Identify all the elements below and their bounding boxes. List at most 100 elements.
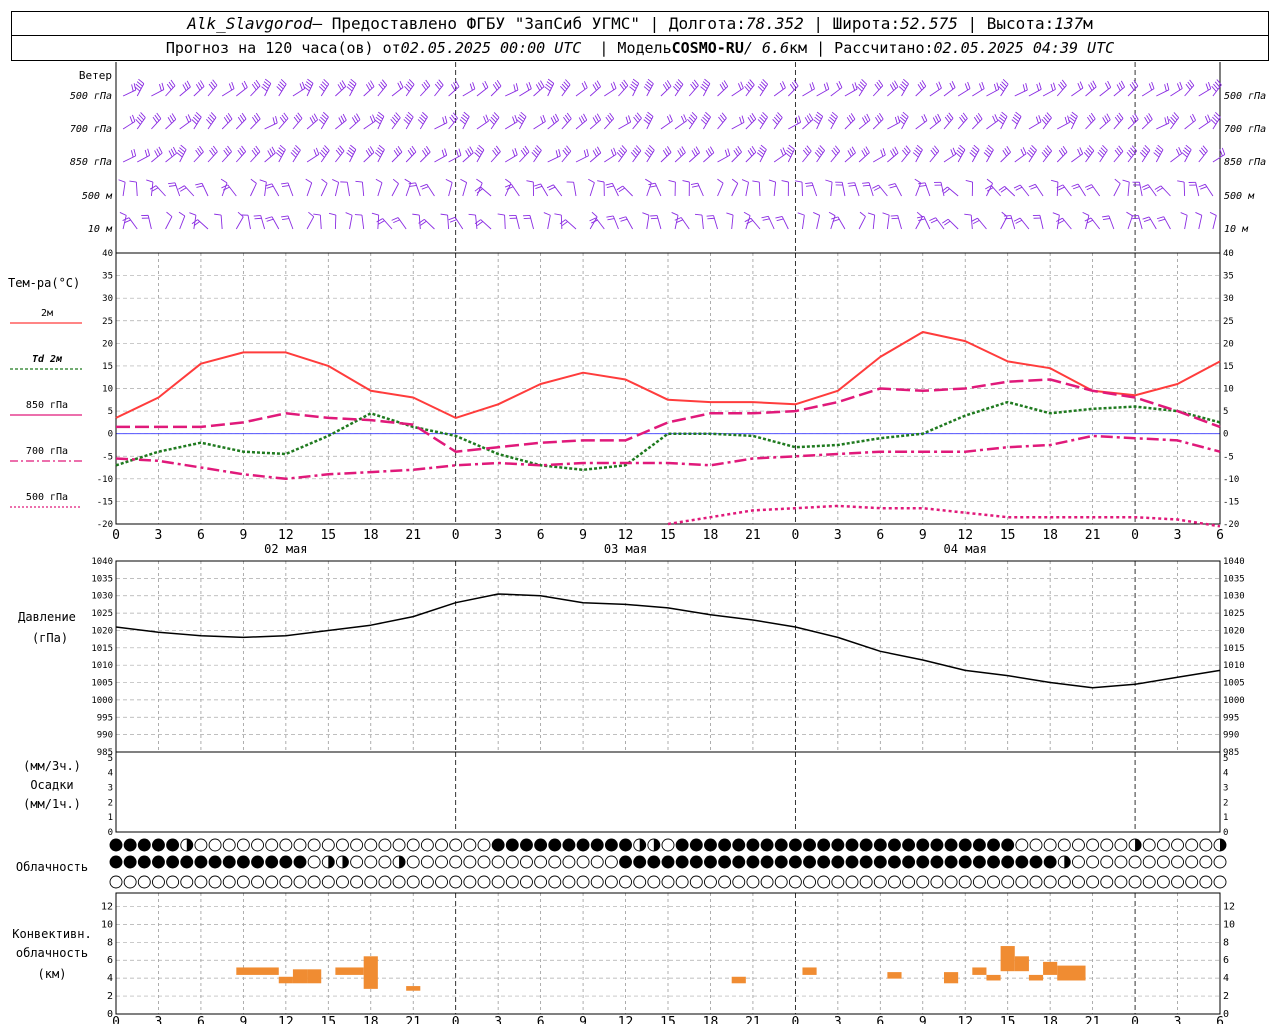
wind-barb <box>250 178 257 197</box>
wind-barb-feather <box>166 211 173 217</box>
wind-barb-feather <box>815 114 822 120</box>
wind-barb-staff <box>1071 153 1083 163</box>
wind-barb-feather <box>950 149 954 157</box>
wind-barb-feather <box>227 145 232 152</box>
wind-barb-feather <box>616 185 624 191</box>
wind-barb-staff <box>260 215 266 230</box>
conv-ytick-right: 4 <box>1223 973 1229 984</box>
cloud-circle <box>888 875 901 889</box>
wind-barb-feather <box>152 116 158 124</box>
wind-barb <box>306 147 320 163</box>
cloud-circle <box>137 855 151 869</box>
wind-barb <box>1083 145 1095 163</box>
wind-barb-feather <box>831 111 838 118</box>
wind-barb <box>772 112 783 130</box>
cloud-circle <box>1072 855 1085 869</box>
wind-barb-feather <box>324 145 330 151</box>
wind-barb-feather <box>1146 115 1151 122</box>
wind-barb <box>448 80 460 97</box>
wind-barb <box>1013 184 1030 197</box>
wind-barb-feather <box>1085 184 1092 188</box>
cloud-circle <box>293 838 307 852</box>
wind-barb-feather <box>1164 117 1167 125</box>
cloud-symbol <box>633 838 647 852</box>
wind-barb-staff <box>476 182 483 197</box>
wind-barb-staff <box>151 89 165 97</box>
wind-barb <box>1127 79 1139 97</box>
cloud-circle <box>350 875 364 889</box>
cloud-circle <box>562 875 576 889</box>
cloud-circle <box>364 855 378 869</box>
wind-barb-staff <box>1071 87 1084 97</box>
temp-ytick-left: 40 <box>102 249 113 259</box>
wind-barb <box>135 112 146 130</box>
cloud-circle <box>704 855 717 869</box>
cloud-circle <box>888 838 901 852</box>
wind-barb-feather <box>453 82 458 89</box>
wind-barb-feather <box>762 79 768 85</box>
wind-barb-feather <box>634 147 640 154</box>
wind-barb <box>235 211 244 230</box>
wind-barb-staff <box>391 117 401 130</box>
wind-barb <box>250 112 261 130</box>
wind-barb-feather <box>506 186 514 190</box>
cloud-circle <box>1001 855 1015 869</box>
wind-barb-feather <box>1184 147 1191 153</box>
wind-barb-feather <box>1126 151 1132 158</box>
wind-barb-feather <box>888 183 896 186</box>
cloud-symbol <box>930 875 944 889</box>
wind-barb-feather <box>919 82 925 89</box>
wind-barb <box>1142 216 1157 230</box>
wind-barb-feather <box>648 144 655 151</box>
temp-ytick-right: 5 <box>1223 407 1228 417</box>
wind-barb-staff <box>201 183 209 197</box>
wind-barb-feather <box>862 182 870 184</box>
temp-ytick-right: -20 <box>1223 520 1239 530</box>
cloud-circle <box>208 875 222 889</box>
wind-barb-feather <box>802 149 809 156</box>
wind-barb-feather <box>759 83 765 90</box>
wind-barb <box>165 79 176 97</box>
hour-label-bottom: 3 <box>155 1015 163 1024</box>
forecast-label: Прогноз на 120 часа(ов) от <box>165 39 401 57</box>
cloud-symbol <box>817 855 831 869</box>
wind-barb-feather <box>184 82 189 90</box>
wind-barb <box>872 113 884 130</box>
wind-barb-feather <box>1004 148 1009 155</box>
wind-barb-feather <box>1205 83 1209 91</box>
wind-barb-feather <box>403 119 410 125</box>
wind-barb <box>858 146 870 163</box>
cloud-symbol <box>123 875 137 889</box>
wind-barb-feather <box>597 180 605 183</box>
wind-barb <box>168 182 181 197</box>
wind-barb-feather <box>817 147 824 154</box>
temp-ytick-left: 15 <box>102 362 113 372</box>
wind-barb <box>1170 81 1183 97</box>
wind-barb-staff <box>193 86 205 97</box>
date-label: 02 мая <box>264 542 307 556</box>
cloud-circle <box>1043 875 1057 889</box>
wind-barb <box>1211 79 1222 97</box>
wind-barb-staff <box>1113 183 1121 197</box>
cloud-circle <box>1142 838 1156 852</box>
wind-barb <box>420 183 435 197</box>
wind-barb-feather <box>929 217 936 222</box>
wind-barb-staff <box>688 152 700 163</box>
cloud-circle <box>109 855 123 869</box>
wind-barb <box>915 211 923 230</box>
wind-barb-feather <box>149 185 157 190</box>
wind-barb <box>872 184 888 197</box>
wind-barb-feather <box>645 178 652 184</box>
wind-barb-feather <box>596 113 602 121</box>
wind-barb-feather <box>859 211 866 217</box>
wind-barb <box>328 212 337 230</box>
cloud-symbol <box>562 838 576 852</box>
wind-barb-feather <box>392 178 399 184</box>
wind-barb <box>918 182 931 197</box>
wind-barb <box>122 217 138 230</box>
wind-barb <box>214 213 223 230</box>
wind-barb-staff <box>773 153 786 163</box>
temp-ytick-right: 15 <box>1223 362 1234 372</box>
wind-barb <box>943 147 957 163</box>
wind-barb <box>912 144 923 163</box>
